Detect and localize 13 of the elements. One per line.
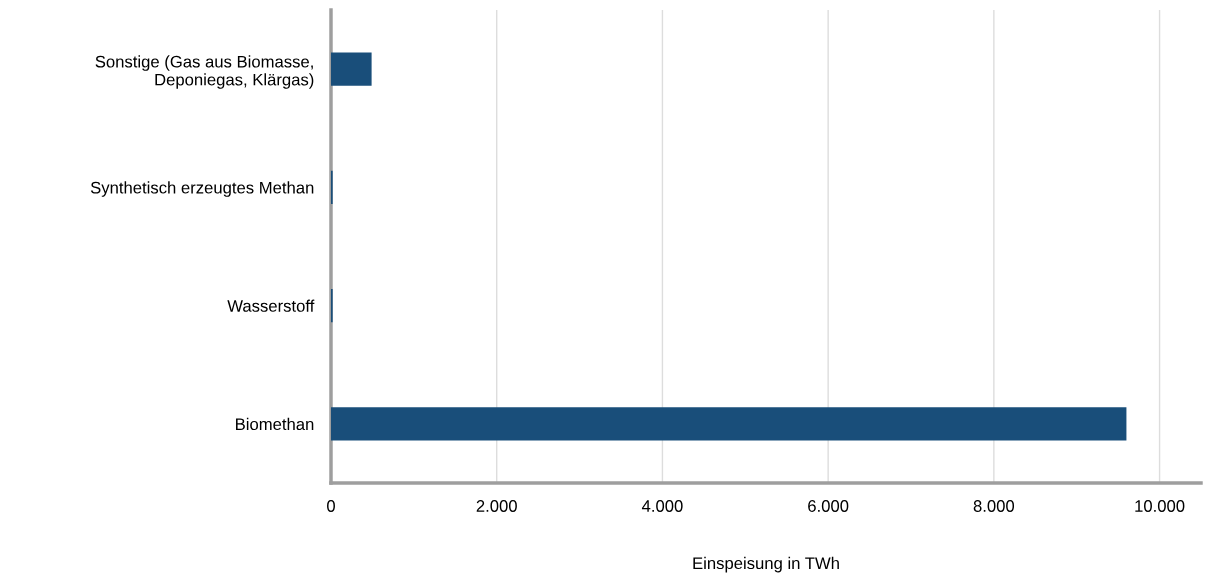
x-tick-label: 6.000 [808, 500, 849, 512]
y-tick-label: Sonstige (Gas aus Biomasse, Deponiegas, Klärgas) [95, 55, 314, 89]
bar [331, 407, 1127, 441]
y-tick-label: Wasserstoff [227, 299, 315, 312]
x-tick-label: 4.000 [641, 500, 683, 512]
x-tick-label: 8.000 [973, 500, 1015, 512]
x-tick-label: 10.000 [1135, 500, 1185, 512]
y-tick-label: Synthetisch erzeugtes Methan [90, 181, 314, 197]
x-tick-label: 2.000 [476, 500, 517, 512]
x-tick-label: 0 [327, 500, 335, 512]
y-tick-label: Biomethan [236, 417, 314, 431]
bar [331, 52, 372, 86]
x-axis-title: Einspeisung in TWh [693, 556, 839, 573]
